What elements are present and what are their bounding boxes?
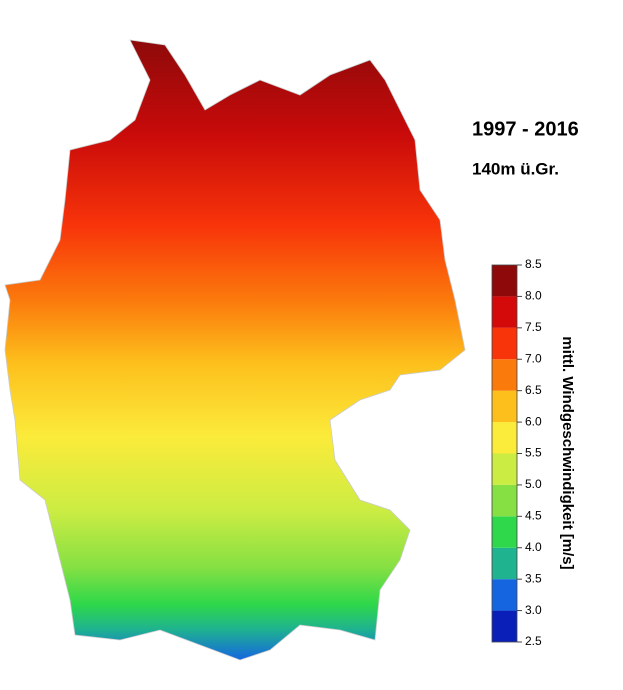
colorbar-tick-label: 5.5 [525, 446, 542, 460]
colorbar-segment [492, 359, 517, 391]
colorbar-tick-label: 4.5 [525, 509, 542, 523]
colorbar-label: mittl. Windgeschwindigkeit [m/s] [559, 336, 576, 569]
colorbar-tick-label: 6.0 [525, 414, 542, 428]
colorbar-segment [492, 453, 517, 485]
colorbar-segment [492, 547, 517, 580]
map-title: 1997 - 2016 [472, 118, 579, 140]
colorbar-segment [492, 484, 517, 517]
colorbar-tick-label: 7.0 [525, 351, 542, 365]
colorbar-tick-label: 8.0 [525, 289, 542, 303]
colorbar-tick-label: 6.5 [525, 383, 542, 397]
colorbar-tick-label: 3.0 [525, 603, 542, 617]
colorbar-tick-label: 4.0 [525, 540, 542, 554]
colorbar-segment [492, 579, 517, 611]
germany-map [4, 39, 466, 661]
map-subtitle: 140m ü.Gr. [472, 159, 559, 178]
colorbar-segment [492, 390, 517, 423]
colorbar-segment [492, 610, 517, 642]
colorbar-segment [492, 327, 517, 360]
colorbar-segment [492, 516, 517, 548]
colorbar-tick-label: 7.5 [525, 320, 542, 334]
colorbar-tick-label: 2.5 [525, 634, 542, 648]
colorbar-segment [492, 265, 517, 297]
colorbar-tick-label: 3.5 [525, 571, 542, 585]
colorbar-segment [492, 296, 517, 328]
colorbar-tick-label: 5.0 [525, 477, 542, 491]
colorbar-tick-label: 8.5 [525, 257, 542, 271]
colorbar-segment [492, 422, 517, 454]
